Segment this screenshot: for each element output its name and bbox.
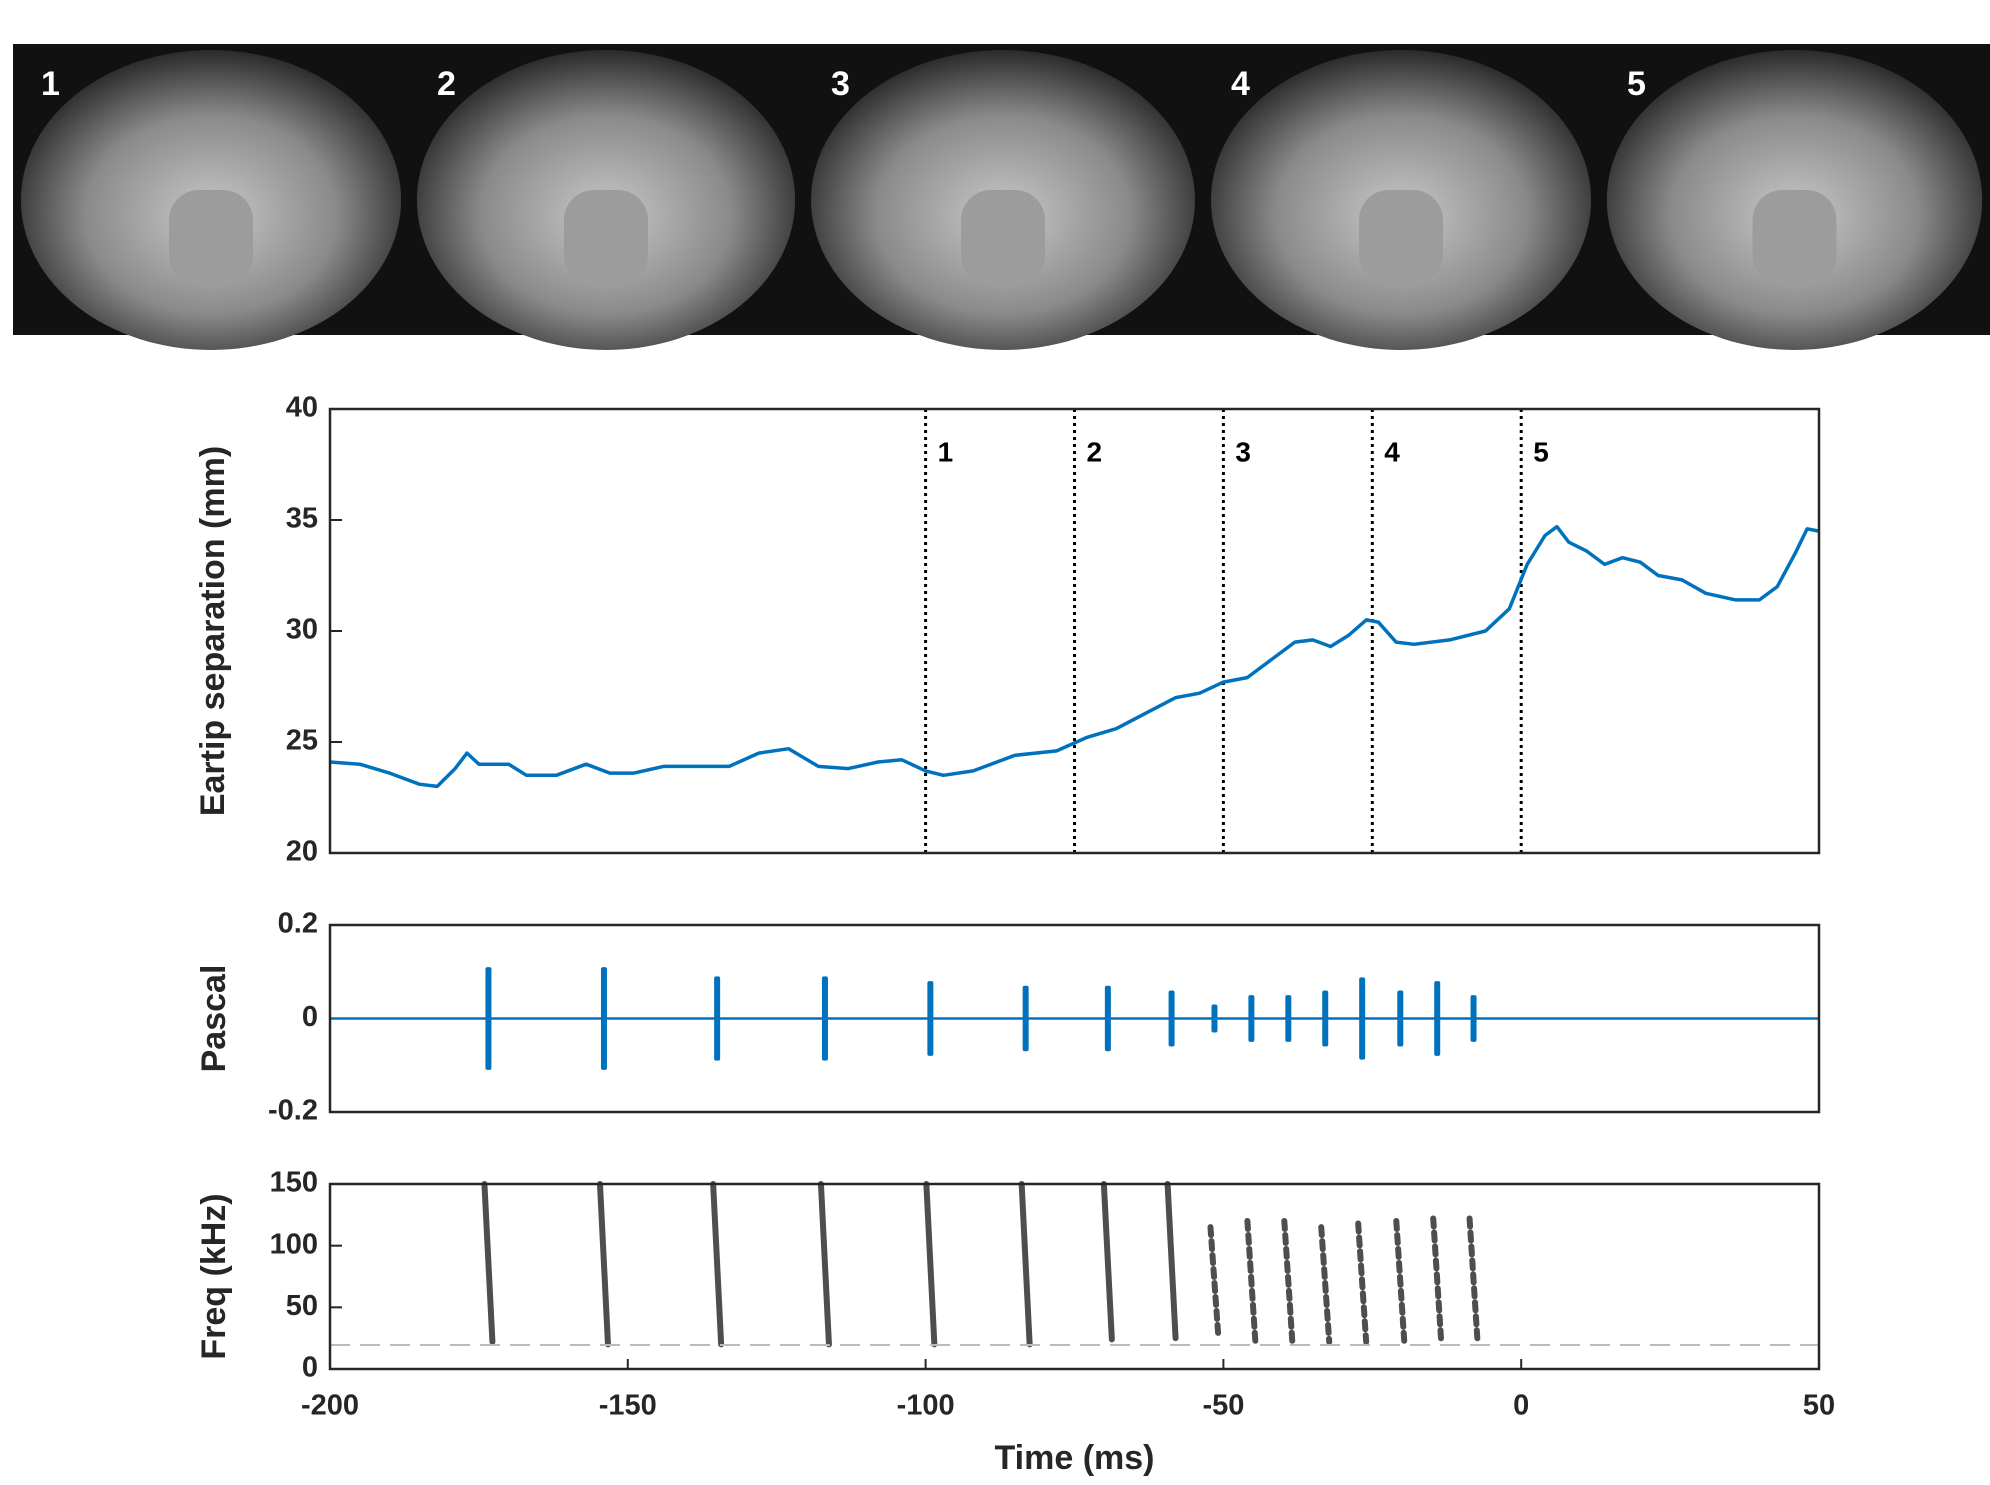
echolocation-pulse — [927, 981, 934, 1056]
call-sweep — [1466, 1215, 1481, 1345]
x-tick-label: 50 — [1803, 1390, 1835, 1422]
y-tick-label: 50 — [286, 1290, 318, 1322]
plot-frame — [328, 1182, 1821, 1371]
echolocation-pulse — [1434, 981, 1441, 1056]
echolocation-pulse — [1022, 985, 1029, 1052]
y-axis-label: Freq (kHz) — [195, 1193, 233, 1359]
call-sweep — [481, 1181, 496, 1345]
panel: 20 25 30 35 40 Eartip separation (mm) 1 2 3 4 5 — [194, 392, 1821, 868]
bat-muzzle — [169, 190, 253, 285]
frame-marker-label: 4 — [1384, 436, 1400, 467]
call-sweep — [1207, 1224, 1222, 1342]
photo-label: 2 — [437, 65, 456, 103]
photo-label: 1 — [41, 65, 60, 103]
call-sweep — [1018, 1181, 1033, 1348]
y-tick-label: -0.2 — [268, 1095, 318, 1127]
call-sweep — [1244, 1218, 1259, 1345]
y-tick-label: 25 — [286, 725, 318, 757]
y-tick-label: 100 — [270, 1228, 318, 1260]
echolocation-pulse — [1211, 1004, 1218, 1033]
frame-marker-label: 1 — [938, 436, 954, 467]
bat-muzzle — [1752, 190, 1837, 285]
call-sweep — [1355, 1220, 1370, 1345]
echolocation-pulse — [1397, 990, 1404, 1047]
y-tick-label: 30 — [286, 614, 318, 646]
call-sweep — [710, 1181, 725, 1348]
photo-strip: 1 2 3 4 5 — [13, 44, 1990, 350]
y-tick-label: 40 — [286, 392, 318, 424]
x-axis-label: Time (ms) — [995, 1439, 1155, 1477]
x-tick-label: 0 — [1513, 1390, 1529, 1422]
call-sweep — [596, 1181, 611, 1348]
photo-label: 3 — [831, 65, 850, 103]
frame-marker-label: 3 — [1235, 436, 1251, 467]
eartip-line — [329, 524, 1820, 789]
call-sweep — [923, 1181, 938, 1348]
x-tick-label: -50 — [1202, 1390, 1244, 1422]
plot-frame — [328, 923, 1821, 1114]
frame-marker-label: 5 — [1533, 436, 1549, 467]
echolocation-pulse — [714, 976, 721, 1061]
panel: 0 50 100 150 -200 -150 -100 -50 0 50 Freq (kHz) Tim… — [195, 1167, 1835, 1477]
echolocation-pulse — [1168, 990, 1175, 1047]
call-sweep — [1393, 1218, 1408, 1345]
y-axis-label: Pascal — [195, 965, 233, 1073]
y-axis-label: Eartip separation (mm) — [194, 446, 232, 816]
echolocation-pulse — [1359, 977, 1366, 1060]
y-tick-label: 0 — [302, 1352, 318, 1384]
echolocation-pulse — [1285, 995, 1292, 1042]
call-sweep — [817, 1181, 832, 1348]
bat-muzzle — [961, 190, 1045, 285]
x-tick-label: -200 — [301, 1390, 359, 1422]
bat-muzzle — [564, 190, 648, 285]
photo-label: 5 — [1627, 65, 1646, 103]
echolocation-pulse — [485, 967, 492, 1070]
echolocation-pulse — [1248, 995, 1255, 1042]
y-tick-label: 0.2 — [278, 908, 318, 940]
call-sweep — [1430, 1215, 1445, 1345]
call-sweep — [1100, 1181, 1115, 1343]
echolocation-pulse — [1470, 995, 1477, 1042]
panel: -0.2 0 0.2 Pascal — [195, 908, 1821, 1127]
echolocation-pulse — [821, 976, 828, 1061]
photo-label: 4 — [1231, 65, 1250, 103]
echolocation-pulse — [1104, 985, 1111, 1052]
bat-muzzle — [1359, 190, 1443, 285]
y-tick-label: 20 — [286, 836, 318, 868]
echolocation-pulse — [1322, 990, 1329, 1047]
call-sweep — [1164, 1181, 1179, 1342]
call-sweep — [1318, 1224, 1333, 1345]
y-tick-label: 35 — [286, 503, 318, 535]
x-tick-label: -100 — [897, 1390, 955, 1422]
plot-frame — [328, 407, 1821, 855]
y-tick-label: 150 — [270, 1167, 318, 1199]
y-tick-label: 0 — [302, 1001, 318, 1033]
x-tick-label: -150 — [599, 1390, 657, 1422]
call-sweep — [1281, 1218, 1296, 1345]
frame-marker-label: 2 — [1087, 436, 1103, 467]
echolocation-pulse — [600, 967, 607, 1070]
